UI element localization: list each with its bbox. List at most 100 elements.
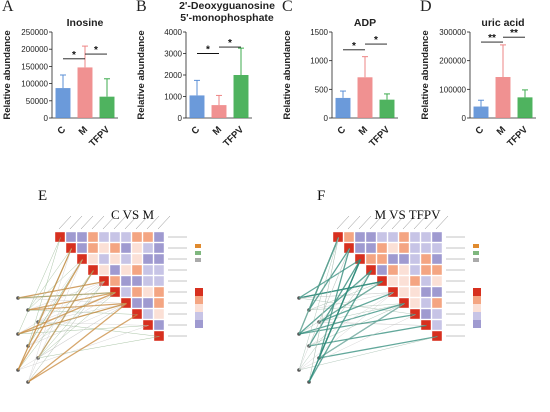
heatmap-cell bbox=[420, 242, 432, 254]
heatmap-cell bbox=[142, 297, 154, 309]
heatmap-cell bbox=[76, 253, 88, 265]
heatmap-cell bbox=[109, 242, 121, 254]
y-tick-label: 0 bbox=[462, 114, 467, 123]
heatmap-cell bbox=[153, 286, 165, 298]
y-tick-label: 3000 bbox=[164, 50, 182, 59]
bar-c bbox=[473, 106, 489, 118]
network-edge bbox=[17, 237, 61, 335]
heatmap-cell bbox=[387, 231, 399, 243]
network-edge bbox=[27, 302, 127, 383]
comparison-title: M VS TFPV bbox=[374, 207, 441, 222]
significance-label: * bbox=[374, 35, 378, 46]
heatmap-cell bbox=[142, 275, 154, 287]
x-tick-label: M bbox=[495, 124, 508, 137]
heatmap-cell bbox=[109, 275, 121, 287]
heatmap-cell bbox=[131, 231, 143, 243]
bar-m bbox=[77, 67, 93, 118]
heatmap-cell bbox=[398, 275, 410, 287]
network-edge bbox=[298, 237, 339, 371]
heatmap-cell bbox=[332, 231, 344, 243]
heatmap-cell bbox=[398, 231, 410, 243]
heatmap-cell bbox=[420, 264, 432, 276]
bar-c bbox=[55, 88, 71, 118]
bar-tfpv bbox=[379, 99, 395, 118]
column-label-mark bbox=[58, 215, 72, 230]
network-edge bbox=[27, 248, 72, 383]
heatmap-cell bbox=[409, 242, 421, 254]
heatmap-cell bbox=[387, 253, 399, 265]
heatmap-cell bbox=[87, 264, 99, 276]
y-tick-label: 100000 bbox=[21, 80, 48, 89]
network-edge bbox=[17, 303, 127, 371]
heatmap-cell bbox=[354, 231, 366, 243]
y-tick-label: 100000 bbox=[439, 85, 466, 94]
heatmap-cell bbox=[376, 242, 388, 254]
y-axis-label: Relative abundance bbox=[2, 30, 13, 119]
heatmap-cell bbox=[365, 264, 377, 276]
heatmap-cell bbox=[120, 253, 132, 265]
heatmap-cell bbox=[142, 231, 154, 243]
heatmap-cell bbox=[420, 275, 432, 287]
y-tick-label: 1500 bbox=[310, 28, 328, 37]
network-edge bbox=[37, 336, 160, 359]
heatmap-cell bbox=[120, 264, 132, 276]
heatmap-cell bbox=[120, 242, 132, 254]
heatmap-cell bbox=[409, 253, 421, 265]
column-label-mark bbox=[402, 215, 416, 230]
heatmap-cell bbox=[354, 253, 366, 265]
x-tick-label: TFPV bbox=[221, 124, 246, 149]
bar-tfpv bbox=[233, 75, 249, 118]
heatmap-cell bbox=[120, 286, 132, 298]
colorbar-cell bbox=[473, 296, 481, 304]
network-edge bbox=[298, 237, 339, 335]
network-edge bbox=[17, 248, 73, 371]
y-tick-label: 200000 bbox=[21, 45, 48, 54]
network-edge bbox=[27, 248, 72, 311]
heatmap-cell bbox=[153, 264, 165, 276]
heatmap-cell bbox=[87, 253, 99, 265]
heatmap-cell bbox=[398, 286, 410, 298]
legend-swatch bbox=[195, 258, 201, 262]
colorbar-cell bbox=[195, 288, 203, 296]
panel-letter: D bbox=[420, 0, 432, 15]
network-edge bbox=[37, 259, 83, 323]
heatmap-cell bbox=[131, 264, 143, 276]
panel-letter: E bbox=[38, 188, 48, 204]
bar-chart-inosine: Inosine Relative abundance 0 50000 100000 150… bbox=[2, 17, 118, 149]
heatmap-cell bbox=[142, 308, 154, 320]
network-edge bbox=[27, 237, 61, 347]
column-label-mark bbox=[135, 215, 149, 230]
column-label-mark bbox=[435, 215, 449, 230]
significance-label: * bbox=[206, 45, 210, 56]
panel-d: D uric acid Relative abundance 0 100000 2000… bbox=[418, 0, 548, 160]
network-edge bbox=[37, 281, 105, 359]
chart-title: 2'-Deoxyguanosine bbox=[179, 0, 275, 12]
heatmap-cell bbox=[431, 297, 443, 309]
heatmap-cell bbox=[387, 264, 399, 276]
heatmap-cell bbox=[431, 308, 443, 320]
column-label-mark bbox=[80, 215, 94, 230]
y-tick-label: 200000 bbox=[439, 57, 466, 66]
heatmap-cell bbox=[153, 253, 165, 265]
y-axis-label: Relative abundance bbox=[136, 30, 147, 119]
bar-m bbox=[495, 77, 511, 118]
heatmap-cell bbox=[387, 275, 399, 287]
column-label-mark bbox=[157, 215, 171, 230]
heatmap-cell bbox=[54, 231, 66, 243]
bar-c bbox=[189, 95, 205, 118]
colorbar-cell bbox=[195, 320, 203, 328]
column-label-mark bbox=[336, 215, 350, 230]
heatmap-cell bbox=[120, 231, 132, 243]
heatmap-cell bbox=[420, 253, 432, 265]
column-label-mark bbox=[424, 215, 438, 230]
heatmap-cell bbox=[420, 286, 432, 298]
network-edge bbox=[308, 324, 427, 347]
x-tick-label: M bbox=[211, 124, 224, 137]
heatmap-cell bbox=[142, 242, 154, 254]
heatmap-cell bbox=[142, 253, 154, 265]
column-label-mark bbox=[358, 215, 372, 230]
chart-title: Inosine bbox=[67, 17, 104, 29]
network-edge bbox=[27, 313, 138, 383]
